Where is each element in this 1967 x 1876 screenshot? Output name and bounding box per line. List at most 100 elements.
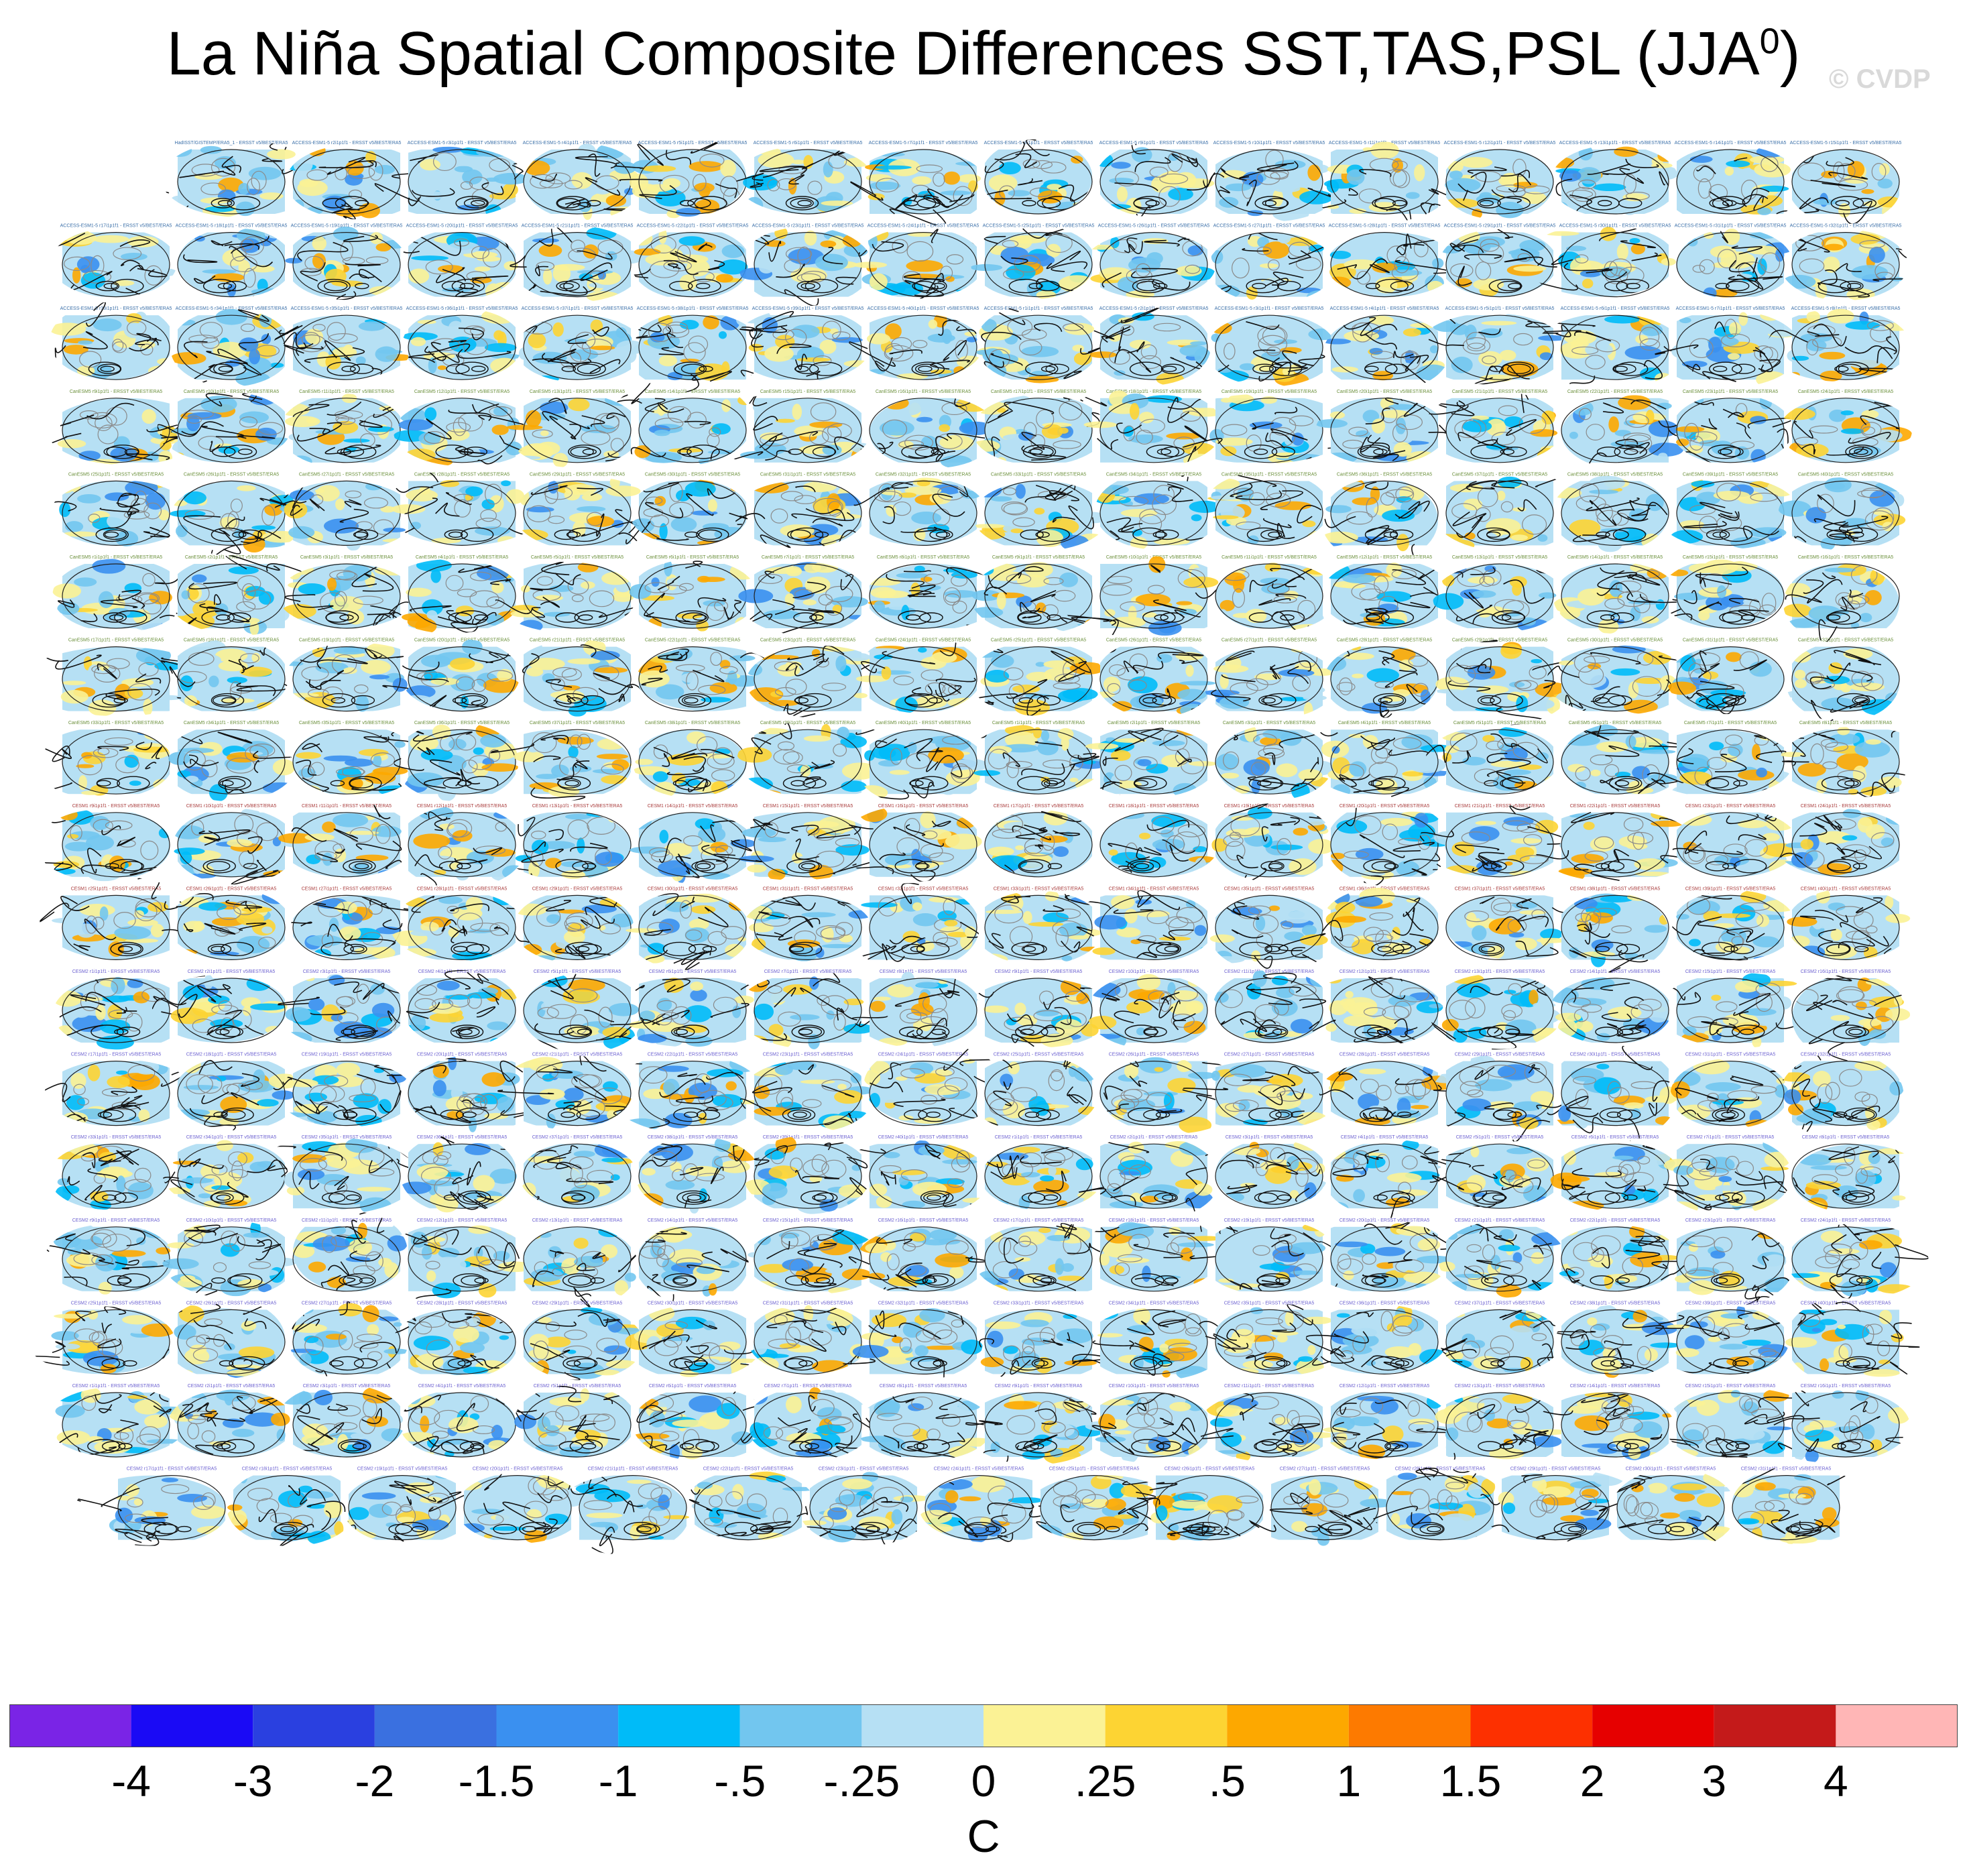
map-panel: CanESM5 r36i1p1f1 - ERSST v5/BEST/ERA5 [394,721,519,801]
map-panel: CanESM5 r25i1p1f1 - ERSST v5/BEST/ERA5 [50,472,191,547]
map-panel: ACCESS-ESM1-5 r8i1p1f1 - ERSST v5/BEST/E… [981,139,1093,215]
anomaly-patch [1447,161,1464,172]
psl-contour-ring [1008,278,1042,294]
anomaly-patch [835,655,847,672]
anomaly-patch [841,780,867,793]
anomaly-patch [1545,231,1579,236]
psl-contour [428,351,446,361]
panel-label: CanESM5 r24i1p1f1 - ERSST v5/BEST/ERA5 [1798,390,1893,394]
land-outline [530,174,555,189]
anomaly-patch [524,160,550,176]
anomaly-patch [715,274,733,283]
psl-contour [1359,169,1392,178]
anomaly-patch [518,620,543,633]
anomaly-patch [59,502,71,518]
psl-contour [1220,168,1247,181]
anomaly-patch [251,265,275,273]
panel-label: CanESM5 r8i1p1f1 - ERSST v5/BEST/ERA5 [1799,721,1892,725]
anomaly-patch [876,708,898,713]
map-panel: ACCESS-ESM1-5 r38i1p1f1 - ERSST v5/BEST/… [626,306,764,393]
anomaly-patch [996,591,1006,609]
psl-contour [759,166,808,176]
anomaly-patch [1468,406,1495,415]
land-outline [365,256,389,265]
anomaly-patch [896,572,929,579]
anomaly-patch [1110,750,1131,761]
anomaly-patch [1851,265,1889,280]
anomaly-patch [1726,561,1758,571]
map-panel: CESM1 r19i1p1f1 - ERSST v5/BEST/ERA5 [1211,803,1335,882]
psl-contour [179,170,224,178]
psl-contour [1411,544,1419,563]
anomaly-patch [906,259,943,272]
land-outline [255,345,280,357]
psl-contour [889,208,947,227]
psl-contour [1015,153,1038,168]
anomaly-patch [1785,691,1802,698]
anomaly-patch [420,191,447,199]
land-outline [564,180,583,190]
panel-label: CanESM5 r35i1p1f1 - ERSST v5/BEST/ERA5 [1221,472,1317,477]
map-border [1676,149,1785,215]
psl-contour [184,341,208,359]
psl-contour [1526,148,1551,153]
anomaly-patch [1630,243,1645,255]
map-panel: ACCESS-ESM1-5 r7i1p1f1 - ERSST v5/BEST/E… [849,141,989,227]
anomaly-patch [1496,490,1506,501]
map-panel: CanESM5 r21i1p1f1 - ERSST v5/BEST/ERA5 [1423,390,1563,465]
anomaly-patch [1073,202,1093,207]
anomaly-patch [65,521,84,532]
anomaly-patch [802,599,817,605]
psl-contour-ring [556,198,581,209]
anomaly-patch [1698,587,1732,598]
anomaly-patch [642,165,676,172]
anomaly-patch [1336,819,1368,834]
anomaly-patch [495,282,515,288]
psl-contour [1602,169,1641,176]
anomaly-patch [1769,731,1793,746]
panel-label: ACCESS-ESM1-5 r28i1p1f1 - ERSST v5/BEST/… [1329,224,1441,229]
anomaly-patch [597,738,625,750]
anomaly-patch [791,160,806,164]
anomaly-patch [270,362,284,368]
anomaly-patch [842,234,862,247]
land-outline [784,259,801,273]
psl-contour [297,241,349,261]
panel-label: CanESM5 r32i1p1f1 - ERSST v5/BEST/ERA5 [876,472,971,477]
anomaly-patch [147,727,168,736]
anomaly-patch [1015,483,1026,499]
anomaly-patch [821,536,837,548]
anomaly-patch [170,352,206,365]
anomaly-patch [239,666,272,677]
anomaly-patch [1868,246,1885,263]
anomaly-patch [1723,228,1740,245]
panel-label: CESM1 r18i1p1f1 - ERSST v5/BEST/ERA5 [1109,804,1199,809]
panel-label: CanESM5 r15i1p1f1 - ERSST v5/BEST/ERA5 [760,390,855,394]
psl-contour [359,269,382,282]
psl-contour [1631,252,1662,261]
psl-contour-ring [1835,200,1850,207]
psl-contour-ring [1709,198,1733,209]
anomaly-patch [1087,864,1097,869]
anomaly-patch [375,346,398,362]
psl-contour [577,250,613,260]
map-panel: CanESM5 r5i1p1f1 - ERSST v5/BEST/ERA5 [1425,721,1559,795]
anomaly-patch [485,204,501,218]
map-panel: ACCESS-ESM1-5 r11i1p1f1 - ERSST v5/BEST/… [1306,141,1453,223]
map-panel: CanESM5 r20i1p1f1 - ERSST v5/BEST/ERA5 [400,638,520,712]
anomaly-patch [1006,264,1036,281]
anomaly-patch [720,160,736,178]
anomaly-patch [809,421,843,428]
panel-label: ACCESS-ESM1-5 r25i1p1f1 - ERSST v5/BEST/… [983,224,1095,229]
anomaly-patch [1403,328,1421,337]
panel-label: CanESM5 r36i1p1f1 - ERSST v5/BEST/ERA5 [1337,472,1432,477]
anomaly-patch [651,577,660,587]
land-outline [127,320,147,336]
map-panel: CESM1 r24i1p1f1 - ERSST v5/BEST/ERA5 [1773,804,1909,878]
map-panel: CanESM5 r15i1p1f1 - ERSST v5/BEST/ERA5 [1660,555,1785,629]
psl-contour-ring [209,363,233,374]
anomaly-patch [568,398,590,412]
panel-label: CanESM5 r5i1p1f1 - ERSST v5/BEST/ERA5 [531,555,623,560]
panel-label: CanESM5 r40i1p1f1 - ERSST v5/BEST/ERA5 [1798,472,1893,477]
anomaly-patch [552,322,564,337]
